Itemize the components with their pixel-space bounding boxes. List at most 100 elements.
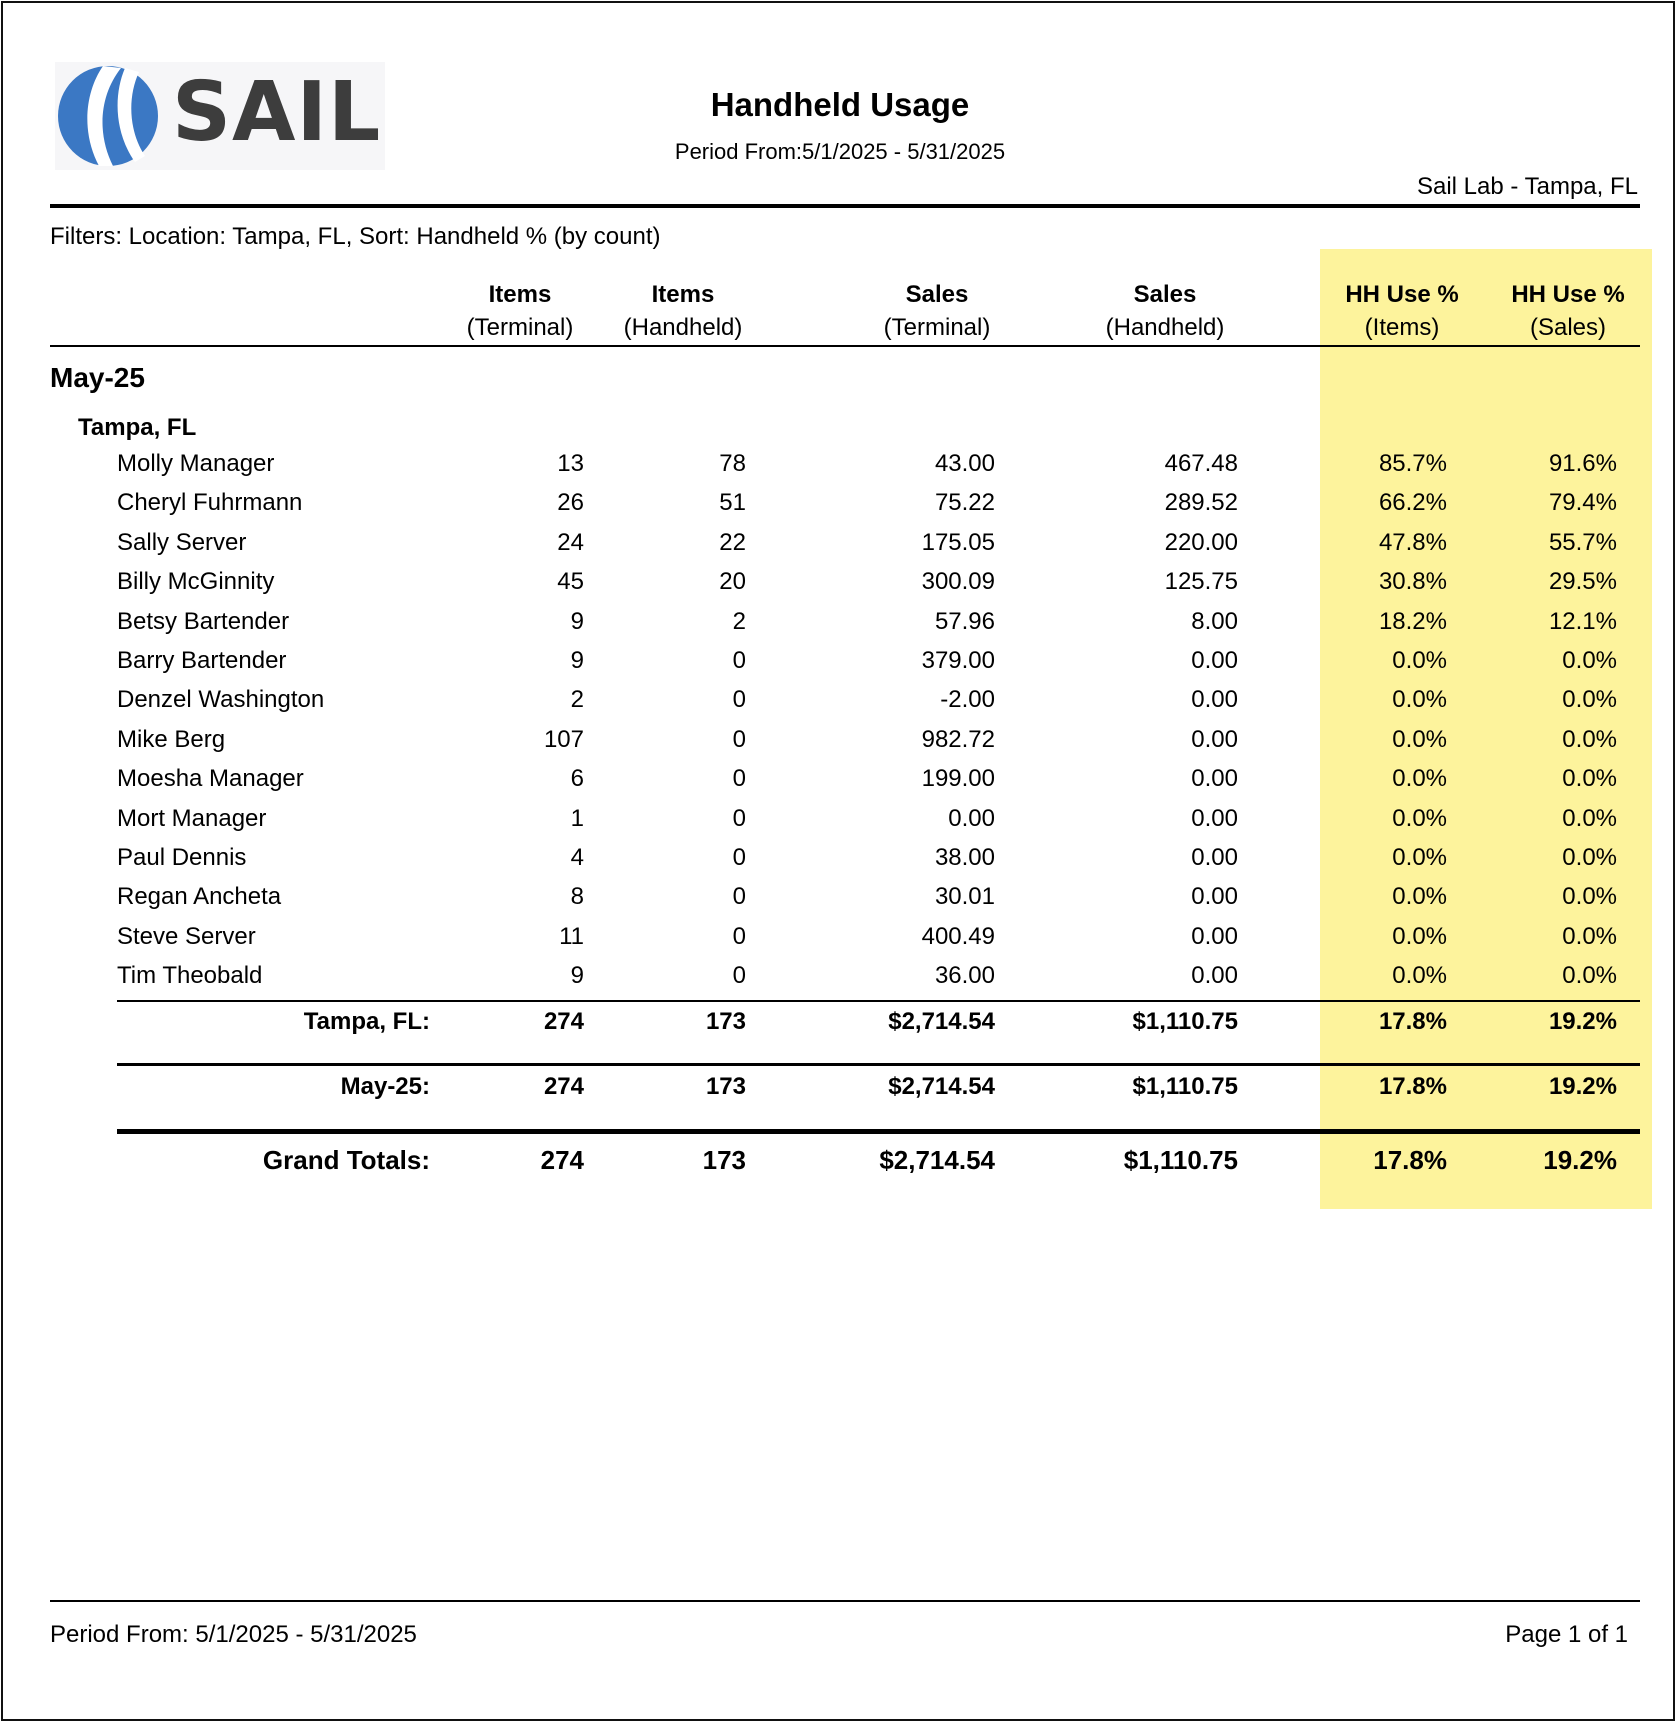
total-label: Tampa, FL: <box>303 1008 430 1035</box>
hh-sales-cell: 0.0% <box>1562 844 1617 871</box>
total-sales-handheld: $1,110.75 <box>1132 1073 1238 1100</box>
total-hh-sales: 19.2% <box>1543 1145 1617 1175</box>
sales-handheld-cell: 0.00 <box>1191 765 1238 793</box>
sales-handheld-cell: 0.00 <box>1191 647 1238 674</box>
sales-terminal-cell: -2.00 <box>940 686 995 714</box>
sales-handheld-cell: 220.00 <box>1164 528 1238 556</box>
month-total-row: May-25: 274 173 $2,714.54 $1,110.75 17.8… <box>0 1073 1680 1112</box>
items-handheld-cell: 20 <box>719 568 746 596</box>
items-terminal-cell: 24 <box>557 528 584 556</box>
hh-items-cell: 0.0% <box>1392 647 1447 674</box>
sales-handheld-cell: 0.00 <box>1191 922 1238 950</box>
hh-sales-cell: 91.6% <box>1548 450 1617 477</box>
total-items-handheld: 173 <box>705 1008 746 1035</box>
items-handheld-cell: 0 <box>732 765 746 793</box>
column-header-divider <box>50 345 1640 347</box>
table-row: Sally Server 24 22 175.05 220.00 47.8% 55.7% <box>0 529 1680 568</box>
hh-sales-cell: 79.4% <box>1548 489 1617 517</box>
total-sales-terminal: $2,714.54 <box>879 1145 995 1175</box>
table-row: Moesha Manager 6 0 199.00 0.00 0.0% 0.0% <box>0 765 1680 804</box>
total-sales-handheld: $1,110.75 <box>1132 1008 1238 1035</box>
total-items-terminal: 274 <box>543 1073 584 1100</box>
items-terminal-cell: 45 <box>557 568 584 596</box>
group-location: Tampa, FL <box>78 414 197 441</box>
hh-sales-cell: 0.0% <box>1562 647 1617 674</box>
table-row: Mike Berg 107 0 982.72 0.00 0.0% 0.0% <box>0 726 1680 765</box>
col-items-terminal-header: Items (Terminal) <box>466 281 574 341</box>
hh-items-cell: 47.8% <box>1378 528 1447 556</box>
header-divider <box>50 204 1640 208</box>
table-row: Billy McGinnity 45 20 300.09 125.75 30.8% 29.5… <box>0 568 1680 607</box>
hh-items-cell: 18.2% <box>1378 607 1447 635</box>
employee-name: Betsy Bartender <box>117 607 290 635</box>
hh-items-cell: 0.0% <box>1392 686 1447 714</box>
total-hh-items: 17.8% <box>1378 1008 1447 1035</box>
total-hh-items: 17.8% <box>1373 1145 1447 1175</box>
table-row: Mort Manager 1 0 0.00 0.00 0.0% 0.0% <box>0 805 1680 844</box>
items-terminal-cell: 4 <box>570 844 584 871</box>
hh-items-cell: 85.7% <box>1378 450 1447 477</box>
hh-items-cell: 0.0% <box>1392 883 1447 911</box>
logo-text: SAIL <box>172 65 382 160</box>
sales-handheld-cell: 0.00 <box>1191 962 1238 990</box>
items-terminal-cell: 26 <box>557 489 584 517</box>
items-terminal-cell: 9 <box>570 962 584 990</box>
employee-name: Barry Bartender <box>117 647 287 674</box>
sales-terminal-cell: 379.00 <box>921 647 995 674</box>
hh-sales-cell: 0.0% <box>1562 765 1617 793</box>
footer-divider <box>50 1600 1640 1602</box>
total-hh-sales: 19.2% <box>1548 1073 1617 1100</box>
report-location: Sail Lab - Tampa, FL <box>1416 173 1638 200</box>
items-terminal-cell: 11 <box>559 922 584 950</box>
table-row: Paul Dennis 4 0 38.00 0.00 0.0% 0.0% <box>0 844 1680 883</box>
sales-handheld-cell: 289.52 <box>1164 489 1238 517</box>
col-hh-sales-header: HH Use % (Sales) <box>1511 281 1625 341</box>
report-title: Handheld Usage <box>710 86 970 123</box>
hh-items-cell: 0.0% <box>1392 962 1447 990</box>
total-sales-terminal: $2,714.54 <box>888 1008 995 1035</box>
hh-items-cell: 66.2% <box>1378 489 1447 517</box>
report-period: Period From:5/1/2025 - 5/31/2025 <box>674 139 1006 164</box>
items-terminal-cell: 8 <box>570 883 584 911</box>
employee-name: Mike Berg <box>117 725 226 753</box>
sales-terminal-cell: 30.01 <box>934 883 995 911</box>
employee-name: Molly Manager <box>117 450 275 477</box>
items-handheld-cell: 0 <box>732 922 746 950</box>
items-handheld-cell: 22 <box>719 528 746 556</box>
hh-items-cell: 0.0% <box>1392 844 1447 871</box>
table-row: Molly Manager 13 78 43.00 467.48 85.7% 91.6% <box>0 450 1680 489</box>
items-terminal-cell: 6 <box>570 765 584 793</box>
sales-terminal-cell: 400.49 <box>921 922 995 950</box>
items-terminal-cell: 9 <box>570 607 584 635</box>
total-label: Grand Totals: <box>262 1145 430 1175</box>
items-handheld-cell: 0 <box>732 686 746 714</box>
items-handheld-cell: 0 <box>732 962 746 990</box>
items-terminal-cell: 1 <box>570 804 584 832</box>
sales-terminal-cell: 300.09 <box>921 568 995 596</box>
employee-name: Steve Server <box>117 922 256 950</box>
employee-name: Billy McGinnity <box>117 568 275 596</box>
employee-name: Denzel Washington <box>117 686 325 714</box>
month-total-divider <box>117 1063 1640 1066</box>
employee-name: Cheryl Fuhrmann <box>117 489 303 517</box>
items-handheld-cell: 0 <box>732 883 746 911</box>
employee-name: Sally Server <box>117 528 247 556</box>
items-terminal-cell: 9 <box>570 647 584 674</box>
hh-sales-cell: 0.0% <box>1562 883 1617 911</box>
sail-logo-icon <box>55 62 385 170</box>
table-row: Cheryl Fuhrmann 26 51 75.22 289.52 66.2% 79.4% <box>0 489 1680 528</box>
hh-sales-cell: 0.0% <box>1562 725 1617 753</box>
sales-terminal-cell: 982.72 <box>921 725 995 753</box>
total-label: May-25: <box>340 1073 430 1100</box>
total-sales-handheld: $1,110.75 <box>1123 1145 1238 1175</box>
sales-terminal-cell: 38.00 <box>934 844 995 871</box>
sales-terminal-cell: 175.05 <box>921 528 995 556</box>
hh-items-cell: 0.0% <box>1392 922 1447 950</box>
table-row: Betsy Bartender 9 2 57.96 8.00 18.2% 12.1% <box>0 608 1680 647</box>
footer-period: Period From: 5/1/2025 - 5/31/2025 <box>50 1621 417 1648</box>
items-terminal-cell: 107 <box>543 725 584 753</box>
items-handheld-cell: 51 <box>719 489 746 517</box>
col-items-handheld-header: Items (Handheld) <box>623 281 743 341</box>
sales-terminal-cell: 0.00 <box>948 804 995 832</box>
total-hh-sales: 19.2% <box>1548 1008 1617 1035</box>
